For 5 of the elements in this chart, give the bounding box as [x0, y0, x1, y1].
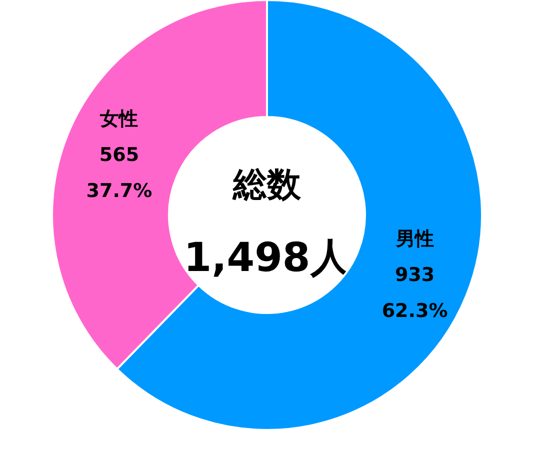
data-label: 933 62.3% — [382, 264, 448, 322]
text: 総数 — [232, 165, 302, 205]
slice-label: 男性 — [394, 228, 434, 250]
data-label: 565 37.7% — [86, 144, 152, 202]
slice-label: 女性 — [99, 108, 138, 130]
